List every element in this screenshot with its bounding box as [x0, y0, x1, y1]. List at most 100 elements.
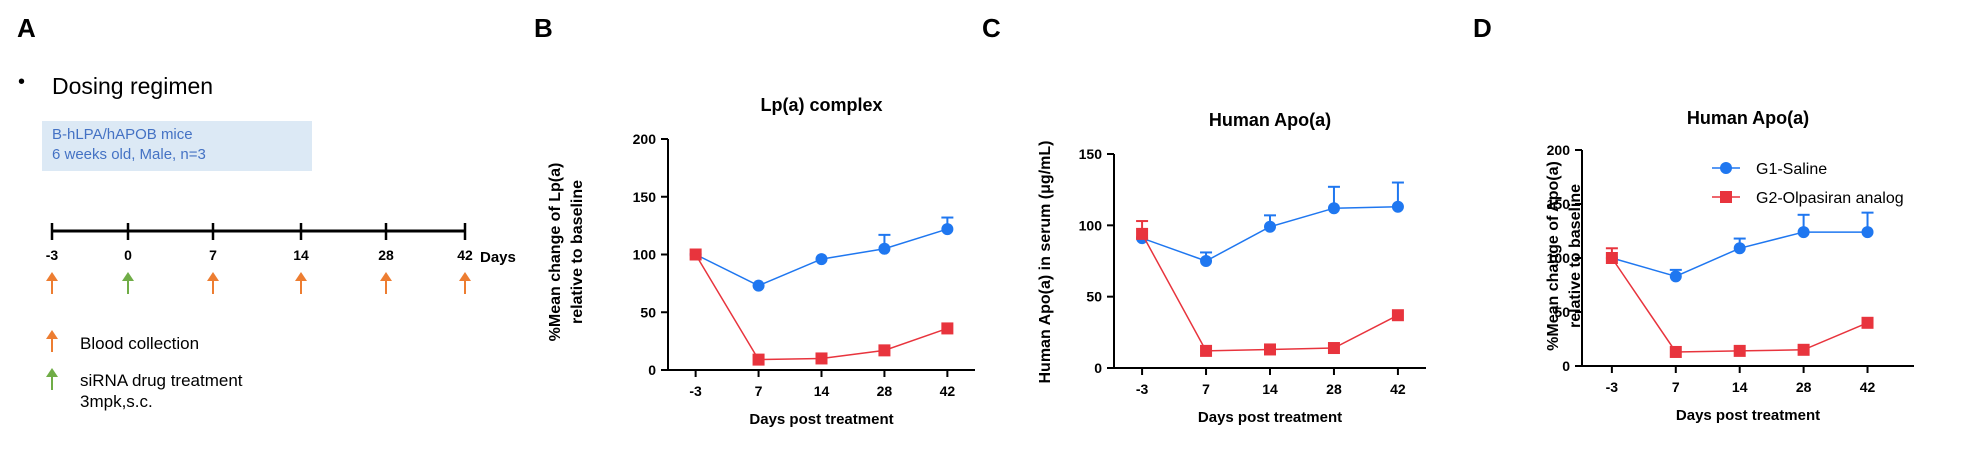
legend-marker	[1720, 162, 1732, 174]
x-tick-label: -3	[1606, 379, 1619, 395]
data-point	[1797, 226, 1810, 239]
x-axis-label: Days post treatment	[1676, 407, 1820, 424]
x-axis-label: Days post treatment	[749, 411, 893, 428]
legend-label: G2-Olpasiran analog	[1756, 190, 1904, 207]
y-tick-label: 200	[633, 131, 657, 147]
series-line	[694, 254, 948, 361]
panel-label-a: A	[17, 13, 36, 43]
data-point	[1861, 316, 1874, 329]
data-point	[815, 253, 828, 266]
y-tick-label: 50	[1554, 304, 1570, 320]
blood-arrow-icon	[207, 272, 219, 294]
data-point	[1327, 202, 1340, 215]
data-point	[1200, 344, 1213, 357]
x-tick-label: 42	[1860, 379, 1876, 395]
legend-item: G2-Olpasiran analog	[1712, 190, 1904, 207]
data-point	[1669, 345, 1682, 358]
data-point	[1391, 200, 1404, 213]
chart-1: Human Apo(a) 0 50 100 150 -3 7 14 28 42 Days post …	[1037, 110, 1426, 426]
mouse-details: 6 weeks old, Male, n=3	[52, 146, 206, 163]
x-tick-label: 28	[1326, 381, 1342, 397]
data-point	[1136, 232, 1149, 245]
chart-title: Human Apo(a)	[1209, 110, 1331, 130]
bullet-icon: •	[18, 71, 26, 93]
legend-blood-arrow-icon	[46, 330, 58, 352]
blood-arrow-icon	[380, 272, 392, 294]
data-point	[752, 353, 765, 366]
y-axis-label: %Mean change of Apo(a)	[1545, 161, 1562, 351]
series-line	[1611, 231, 1868, 278]
chart-title: Lp(a) complex	[760, 95, 882, 115]
y-tick-label: 150	[1547, 196, 1571, 212]
data-point	[815, 352, 828, 365]
chart-title: Human Apo(a)	[1687, 108, 1809, 128]
x-tick-label: 14	[1262, 381, 1278, 397]
x-axis-label: Days post treatment	[1198, 409, 1342, 426]
dosing-timeline: -3 0 7 14 28 42 Days Blood collection siRNA d…	[46, 223, 516, 411]
series-line	[1141, 206, 1398, 262]
data-point	[1136, 227, 1149, 240]
series-0	[1605, 211, 1874, 283]
timeline-day-label: 14	[293, 247, 309, 263]
chart-0: Lp(a) complex 0 50 100 150 200 -3 7 14 28 42 Days p…	[547, 95, 975, 428]
legend-item: G1-Saline	[1712, 161, 1827, 178]
blood-arrow-icon	[459, 272, 471, 294]
series-1	[689, 248, 954, 366]
y-tick-label: 100	[633, 247, 657, 263]
blood-arrow-icon	[46, 272, 58, 294]
mouse-info-box: B-hLPA/hAPOB mice 6 weeks old, Male, n=3	[42, 121, 312, 171]
data-point	[1733, 344, 1746, 357]
timeline-day-label: 7	[209, 247, 217, 263]
data-point	[1264, 220, 1276, 233]
y-tick-label: 0	[648, 362, 656, 378]
legend-drug-dose: 3mpk,s.c.	[80, 392, 153, 411]
y-axis-label: relative to baseline	[569, 180, 586, 324]
mouse-strain: B-hLPA/hAPOB mice	[52, 126, 193, 143]
x-tick-label: 14	[814, 383, 830, 399]
timeline-day-label: -3	[46, 247, 59, 263]
data-point	[1391, 309, 1404, 322]
data-point	[1264, 343, 1276, 356]
data-point	[689, 248, 702, 261]
data-point	[1605, 252, 1618, 264]
dosing-heading: Dosing regimen	[52, 73, 214, 99]
x-tick-label: 42	[940, 383, 956, 399]
y-axis-label: relative to baseline	[1567, 184, 1584, 328]
series-line	[1611, 257, 1868, 353]
series-0	[1136, 181, 1404, 267]
series-1	[1136, 220, 1404, 357]
timeline-day-label: 28	[378, 247, 394, 263]
blood-arrow-icon	[295, 272, 307, 294]
series-0	[689, 216, 954, 292]
x-tick-label: 28	[1796, 379, 1812, 395]
y-tick-label: 100	[1079, 217, 1103, 233]
data-point	[1605, 252, 1618, 264]
y-tick-label: 0	[1094, 360, 1102, 376]
series-1	[1605, 247, 1874, 358]
legend-drug-arrow-icon	[46, 368, 58, 390]
x-tick-label: 28	[877, 383, 893, 399]
data-point	[1733, 242, 1746, 255]
series-line	[695, 228, 948, 287]
x-tick-label: 7	[1672, 379, 1680, 395]
y-axis-label: Human Apo(a) in serum (μg/mL)	[1037, 141, 1054, 384]
legend-marker	[1720, 191, 1732, 203]
y-tick-label: 150	[633, 189, 657, 205]
legend-label: G1-Saline	[1756, 161, 1827, 178]
data-point	[1797, 343, 1810, 356]
data-point	[1669, 270, 1682, 283]
x-tick-label: -3	[1136, 381, 1149, 397]
drug-arrow-icon	[122, 272, 134, 294]
y-tick-label: 0	[1562, 358, 1570, 374]
data-point	[1200, 255, 1213, 267]
data-point	[752, 279, 765, 292]
y-tick-label: 200	[1547, 142, 1571, 158]
series-line	[1141, 233, 1399, 352]
data-point	[689, 248, 702, 261]
y-tick-label: 150	[1079, 146, 1103, 162]
data-point	[941, 322, 954, 335]
x-tick-label: 14	[1732, 379, 1748, 395]
data-point	[941, 223, 954, 236]
timeline-day-label: 42	[457, 247, 473, 263]
timeline-unit: Days	[480, 249, 516, 266]
